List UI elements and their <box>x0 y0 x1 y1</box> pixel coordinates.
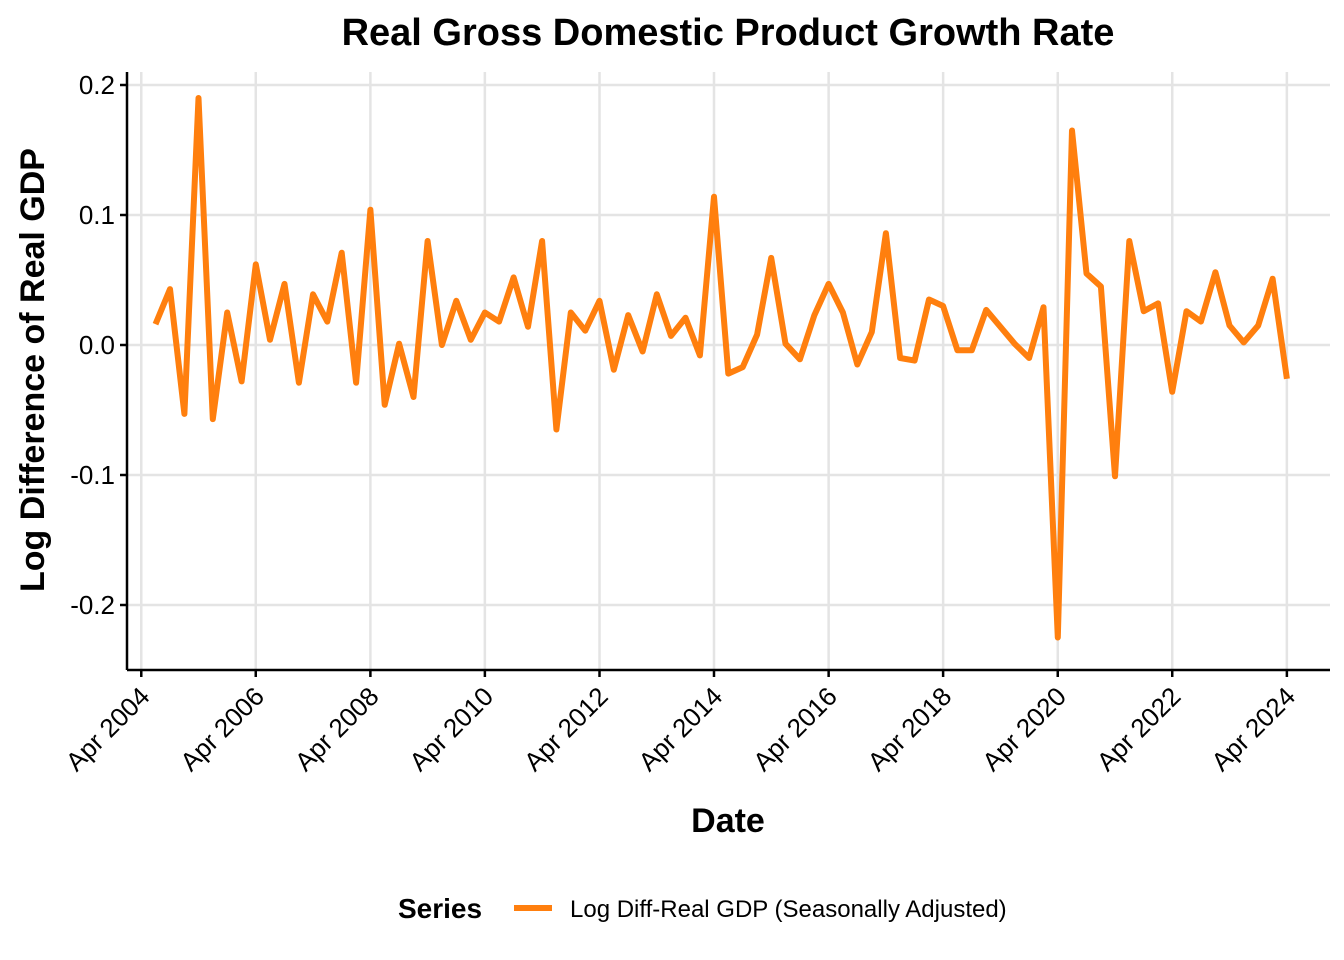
y-tick-label: 0.2 <box>79 70 115 100</box>
y-tick-label: -0.1 <box>70 460 115 490</box>
chart-title: Real Gross Domestic Product Growth Rate <box>342 12 1115 54</box>
x-tick-label: Apr 2008 <box>289 681 385 777</box>
legend-label: Log Diff-Real GDP (Seasonally Adjusted) <box>570 896 1007 923</box>
x-tick-label: Apr 2022 <box>1091 681 1187 777</box>
series-line <box>152 95 1290 641</box>
x-tick-label: Apr 2006 <box>174 681 270 777</box>
x-tick-label: Apr 2010 <box>403 681 499 777</box>
x-tick-label: Apr 2018 <box>862 681 958 777</box>
legend-title: Series <box>398 893 482 924</box>
x-axis-title: Date <box>691 802 765 840</box>
x-tick-label: Apr 2024 <box>1205 681 1301 777</box>
x-tick-label: Apr 2004 <box>60 681 156 777</box>
x-tick-label: Apr 2020 <box>976 681 1072 777</box>
y-axis-title: Log Difference of Real GDP <box>14 148 52 592</box>
x-tick-label: Apr 2014 <box>632 681 728 777</box>
x-tick-label: Apr 2012 <box>518 681 614 777</box>
series-lines <box>152 95 1290 641</box>
legend: Series Log Diff-Real GDP (Seasonally Adj… <box>398 893 1007 924</box>
x-tick-label: Apr 2016 <box>747 681 843 777</box>
y-tick-label: 0.0 <box>79 330 115 360</box>
y-axis-ticks: -0.2 -0.1 0.0 0.1 0.2 <box>70 70 127 620</box>
y-tick-label: 0.1 <box>79 200 115 230</box>
y-tick-label: -0.2 <box>70 590 115 620</box>
x-axis-ticks: Apr 2004 Apr 2006 Apr 2008 Apr 2010 Apr 2012… <box>60 670 1301 777</box>
